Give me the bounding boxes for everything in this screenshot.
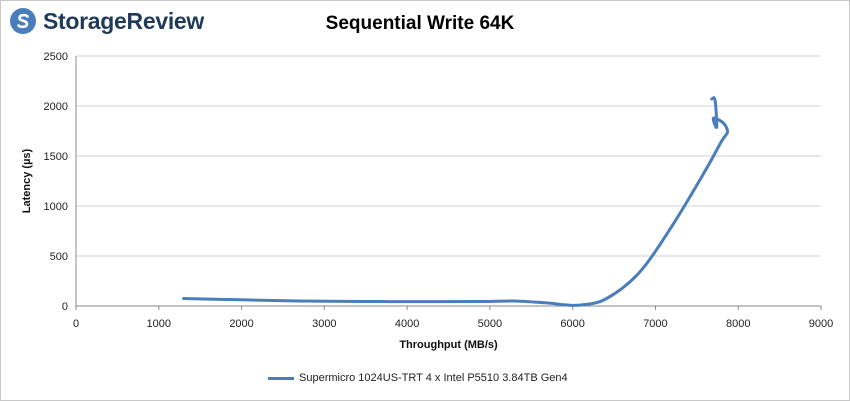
y-tick-label: 0 <box>62 301 68 313</box>
x-tick-label: 1000 <box>147 318 171 330</box>
legend-swatch <box>268 376 294 380</box>
y-tick-label: 500 <box>50 251 68 263</box>
x-tick-label: 8000 <box>726 318 750 330</box>
storagereview-logo-icon <box>10 8 36 34</box>
x-tick-label: 2000 <box>229 318 253 330</box>
x-axis-title: Throughput (MB/s) <box>399 339 498 351</box>
x-tick-label: 4000 <box>395 318 419 330</box>
x-tick-label: 9000 <box>809 318 833 330</box>
chart-title: Sequential Write 64K <box>325 13 515 34</box>
chart-legend: Supermicro 1024US-TRT 4 x Intel P5510 3.… <box>268 372 568 384</box>
y-tick-label: 1000 <box>44 201 68 213</box>
brand-name: StorageReview <box>43 7 204 34</box>
y-axis-title: Latency (µs) <box>21 148 33 213</box>
x-tick-label: 3000 <box>312 318 336 330</box>
y-tick-label: 1500 <box>44 151 68 163</box>
storagereview-logo: StorageReview <box>8 6 204 36</box>
x-tick-label: 5000 <box>478 318 502 330</box>
x-tick-label: 0 <box>73 318 79 330</box>
y-tick-label: 2000 <box>44 101 68 113</box>
y-tick-label: 2500 <box>44 51 68 63</box>
legend-label: Supermicro 1024US-TRT 4 x Intel P5510 3.… <box>299 372 568 384</box>
series-line <box>182 96 730 307</box>
x-tick-label: 7000 <box>643 318 667 330</box>
x-tick-label: 6000 <box>560 318 584 330</box>
